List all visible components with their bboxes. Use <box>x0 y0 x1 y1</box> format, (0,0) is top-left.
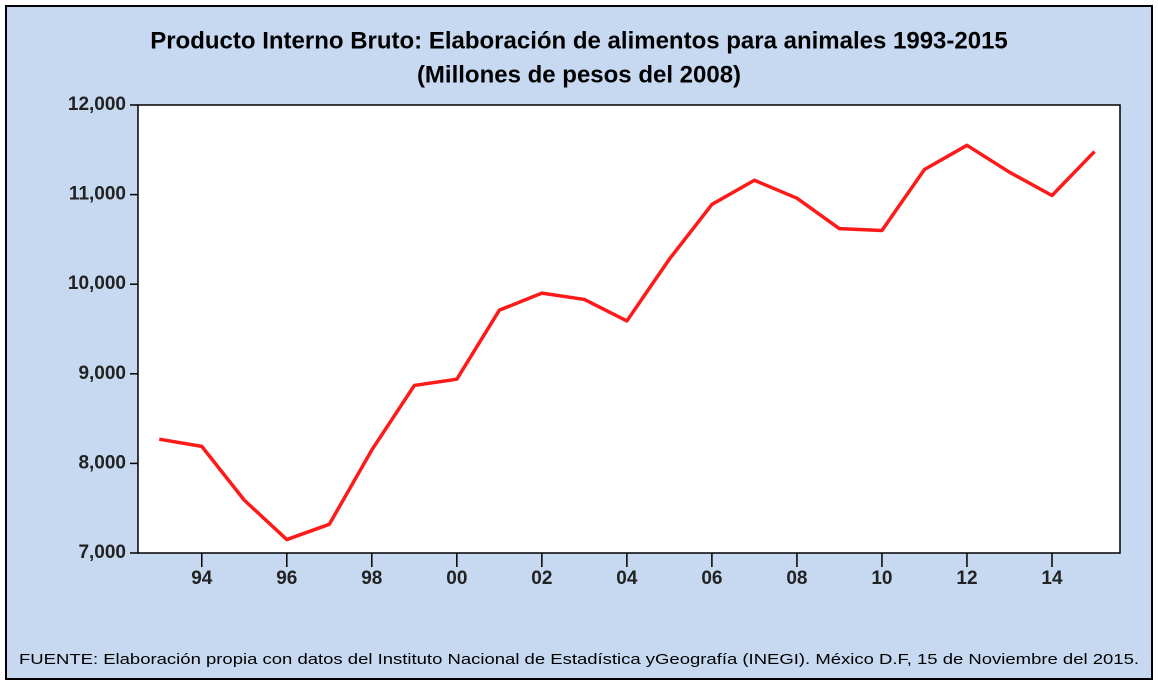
x-tick-label: 12 <box>956 568 977 589</box>
source-note: FUENTE: Elaboración propia con datos del… <box>19 651 1139 668</box>
x-tick-label: 10 <box>871 568 892 589</box>
plot-area <box>137 104 1121 554</box>
x-tick-label: 04 <box>616 568 638 589</box>
data-line <box>158 143 1096 542</box>
x-tick-label: 98 <box>361 568 382 589</box>
y-tick-label: 8,000 <box>78 452 126 473</box>
y-tick-label: 10,000 <box>68 273 126 294</box>
x-tick-label: 94 <box>191 568 213 589</box>
chart-subtitle: (Millones de pesos del 2008) <box>417 61 741 88</box>
x-tick-label: 14 <box>1041 568 1063 589</box>
y-tick-label: 7,000 <box>78 542 126 563</box>
x-tick-label: 96 <box>276 568 297 589</box>
chart-title: Producto Interno Bruto: Elaboración de a… <box>150 27 1008 54</box>
y-tick-label: 11,000 <box>69 184 126 205</box>
y-tick-label: 12,000 <box>68 94 126 115</box>
x-tick-label: 08 <box>786 568 807 589</box>
x-tick-label: 06 <box>701 568 722 589</box>
x-tick-label: 02 <box>531 568 552 589</box>
y-tick-label: 9,000 <box>78 363 126 384</box>
x-tick-label: 00 <box>446 568 467 589</box>
